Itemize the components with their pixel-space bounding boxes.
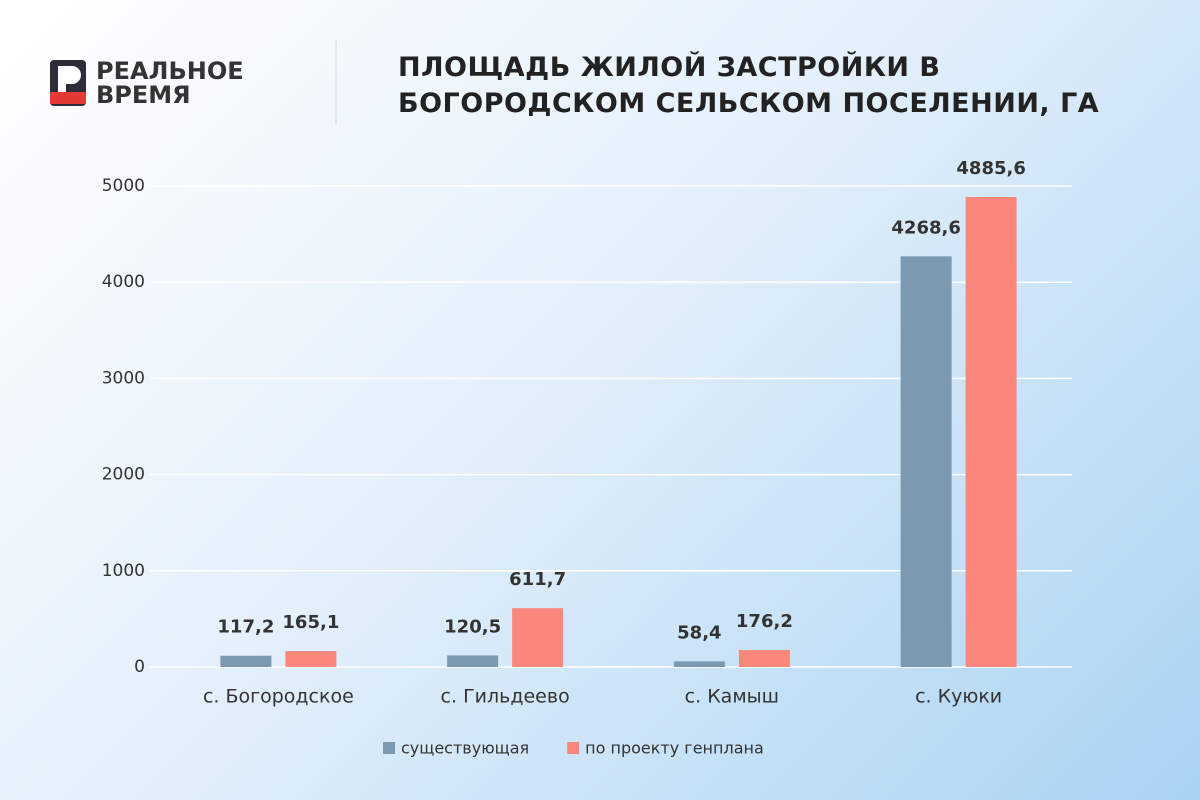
bar xyxy=(738,650,790,667)
value-label: 176,2 xyxy=(736,611,793,632)
bar xyxy=(447,655,499,667)
value-label: 120,5 xyxy=(444,616,501,637)
chart-title: ПЛОЩАДЬ ЖИЛОЙ ЗАСТРОЙКИ В БОГОРОДСКОМ СЕ… xyxy=(398,52,1100,119)
value-label: 58,4 xyxy=(677,622,721,643)
x-tick-label: с. Куюки xyxy=(915,686,1002,708)
value-label: 4268,6 xyxy=(891,217,960,238)
y-tick-label: 0 xyxy=(134,657,145,677)
bar xyxy=(673,661,725,667)
logo-text: РЕАЛЬНОЕ xyxy=(96,57,244,85)
value-label: 611,7 xyxy=(509,569,566,590)
y-tick-label: 2000 xyxy=(102,465,145,485)
y-tick-label: 1000 xyxy=(102,561,145,581)
legend-swatch xyxy=(383,742,395,754)
x-tick-label: с. Богородское xyxy=(203,686,354,708)
value-label: 117,2 xyxy=(217,617,274,638)
bar xyxy=(220,655,272,667)
x-tick-label: с. Камыш xyxy=(685,686,779,708)
y-tick-label: 4000 xyxy=(102,272,145,292)
y-tick-label: 5000 xyxy=(102,176,145,196)
value-label: 4885,6 xyxy=(956,158,1025,179)
x-tick-label: с. Гильдеево xyxy=(441,686,570,708)
legend-swatch xyxy=(567,742,580,754)
logo-stripe xyxy=(50,92,86,104)
logo-text: ВРЕМЯ xyxy=(96,81,191,109)
value-label: 165,1 xyxy=(282,612,339,633)
y-tick-label: 3000 xyxy=(102,368,145,388)
bar xyxy=(285,651,337,667)
logo: РЕАЛЬНОЕ ВРЕМЯ xyxy=(50,40,337,125)
bar xyxy=(512,608,564,667)
bar xyxy=(965,197,1017,667)
legend-label: по проекту генплана xyxy=(585,739,764,758)
logo-letter xyxy=(58,66,81,100)
bar xyxy=(900,256,952,667)
legend-label: существующая xyxy=(401,739,529,758)
